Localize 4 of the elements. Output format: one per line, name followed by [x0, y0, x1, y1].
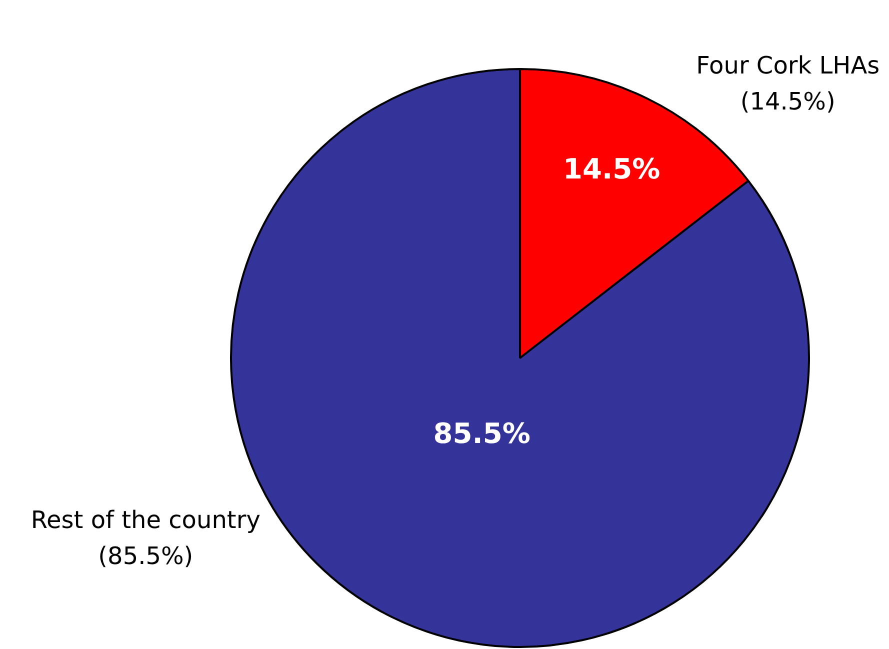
- slice-label: Four Cork LHAs (14.5%): [696, 52, 880, 116]
- data-label: 85.5%: [433, 417, 530, 450]
- slice-label: Rest of the country (85.5%): [30, 506, 260, 570]
- data-label: 14.5%: [562, 152, 660, 186]
